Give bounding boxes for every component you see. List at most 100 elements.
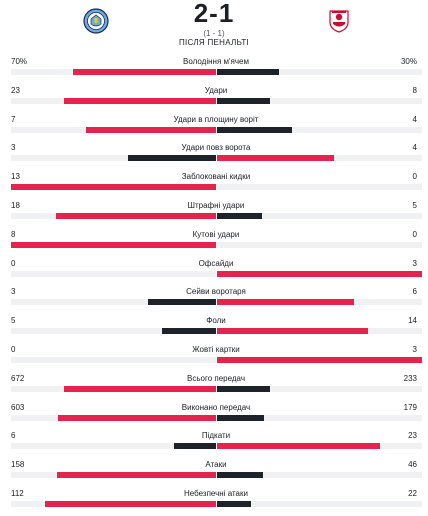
stat-away-bar-track [217, 385, 422, 392]
match-score: 2-1 [193, 0, 235, 28]
stat-row: 0 Офсайди 3 [0, 256, 428, 285]
stat-row: 18 Штрафні удари 5 [0, 198, 428, 227]
stat-away-bar [217, 212, 262, 219]
stat-label: Підкати [201, 431, 231, 441]
stat-home-value: 112 [11, 488, 24, 498]
stat-home-bar [55, 212, 216, 219]
stat-home-bar [85, 126, 216, 133]
stat-away-bar-track [217, 299, 422, 306]
stat-home-value: 672 [11, 373, 25, 383]
stat-home-bar [128, 155, 216, 162]
stat-home-bar-track [11, 270, 216, 277]
stat-home-value: 603 [11, 402, 25, 412]
stat-away-bar-track [217, 270, 422, 277]
stat-row: 8 Кутові удари 0 [0, 227, 428, 256]
stat-away-bar [217, 472, 264, 479]
sevilla-crest-icon [329, 10, 349, 33]
stat-away-value: 0 [412, 172, 417, 182]
stat-label: Небезпечні атаки [184, 488, 248, 498]
stat-label: Всього передач [187, 373, 245, 383]
stat-away-bar-track [217, 69, 422, 75]
stat-label: Кутові удари [192, 229, 240, 239]
stat-home-bar [63, 385, 216, 392]
stat-away-value: 179 [403, 402, 417, 412]
stat-home-bar [173, 443, 216, 450]
stat-home-bar-track [11, 184, 216, 191]
stat-away-bar [217, 299, 354, 306]
stat-away-value: 14 [408, 316, 417, 326]
stat-home-bar-track [11, 443, 216, 450]
stat-row: 13 Заблоковані кидки 0 [0, 169, 428, 198]
stat-row: 70% Володіння м'ячем 30% [0, 54, 428, 83]
stat-home-bar-track [11, 97, 216, 104]
after-penalties-note: ПІСЛЯ ПЕНАЛЬТІ [178, 38, 250, 47]
stat-home-value: 6 [11, 431, 16, 441]
stat-home-bar-track [11, 385, 216, 392]
stat-away-value: 23 [408, 431, 417, 441]
stat-label: Офсайди [198, 258, 234, 268]
stat-away-bar-track [217, 500, 422, 507]
stat-home-bar-track [11, 241, 216, 248]
stat-away-bar-track [217, 328, 422, 335]
stat-row: 672 Всього передач 233 [0, 371, 428, 400]
stat-label: Удари в площину воріт [173, 114, 259, 124]
stat-home-value: 0 [11, 344, 16, 354]
stat-away-value: 0 [412, 229, 417, 239]
stat-home-bar-track [11, 299, 216, 306]
stat-label: Атаки [205, 460, 227, 470]
stat-label: Удари повз ворота [181, 143, 251, 153]
stat-home-bar-track [11, 328, 216, 335]
stat-row: 112 Небезпечні атаки 22 [0, 486, 428, 515]
stat-away-value: 30% [400, 57, 417, 66]
stat-away-bar-track [217, 97, 422, 104]
stat-home-value: 18 [11, 200, 20, 210]
stat-home-bar [11, 184, 216, 191]
stat-away-bar [217, 500, 251, 507]
stat-away-value: 3 [412, 344, 417, 354]
stat-away-value: 5 [412, 200, 417, 210]
stat-away-bar [217, 97, 270, 104]
stat-label: Сейви воротаря [186, 287, 246, 297]
stat-away-value: 6 [412, 287, 417, 297]
aggregate-score: (1 - 1) [203, 29, 225, 38]
stat-label: Заблоковані кидки [181, 172, 251, 182]
stat-away-bar-track [217, 241, 422, 248]
stat-away-bar [217, 385, 270, 392]
stat-home-bar-track [11, 212, 216, 219]
stat-away-bar-track [217, 126, 422, 133]
stat-label: Виконано передач [181, 402, 251, 412]
stat-home-value: 3 [11, 287, 16, 297]
stat-away-bar-track [217, 414, 422, 421]
match-header: 2-1 (1 - 1) ПІСЛЯ ПЕНАЛЬТІ [0, 0, 428, 50]
stat-away-value: 4 [412, 114, 417, 124]
stat-home-bar [72, 69, 216, 75]
stat-row: 158 Атаки 46 [0, 457, 428, 486]
stat-label: Володіння м'ячем [183, 57, 249, 66]
stat-away-bar-track [217, 356, 422, 363]
stat-away-value: 4 [412, 143, 417, 153]
stat-home-bar-track [11, 472, 216, 479]
stat-away-bar [217, 155, 335, 162]
stat-away-bar [217, 356, 422, 363]
stat-home-bar-track [11, 356, 216, 363]
stat-home-bar [44, 500, 216, 507]
stat-away-bar-track [217, 155, 422, 162]
stat-home-value: 5 [11, 316, 16, 326]
stat-label: Жовті картки [192, 344, 240, 354]
stat-home-bar-track [11, 500, 216, 507]
stat-row: 3 Сейви воротаря 6 [0, 284, 428, 313]
stat-away-bar [217, 69, 279, 75]
stat-away-bar [217, 414, 264, 421]
stat-home-value: 7 [11, 114, 16, 124]
stat-row: 5 Фоли 14 [0, 313, 428, 342]
stat-home-bar [162, 328, 216, 335]
stat-home-bar [147, 299, 216, 306]
stat-away-value: 46 [408, 460, 417, 470]
stat-home-bar-track [11, 155, 216, 162]
stat-away-value: 8 [412, 85, 417, 95]
stat-home-value: 23 [11, 85, 20, 95]
stat-home-bar-track [11, 69, 216, 75]
stat-label: Удари [204, 85, 228, 95]
stat-away-bar [217, 126, 292, 133]
stat-home-bar [57, 414, 216, 421]
